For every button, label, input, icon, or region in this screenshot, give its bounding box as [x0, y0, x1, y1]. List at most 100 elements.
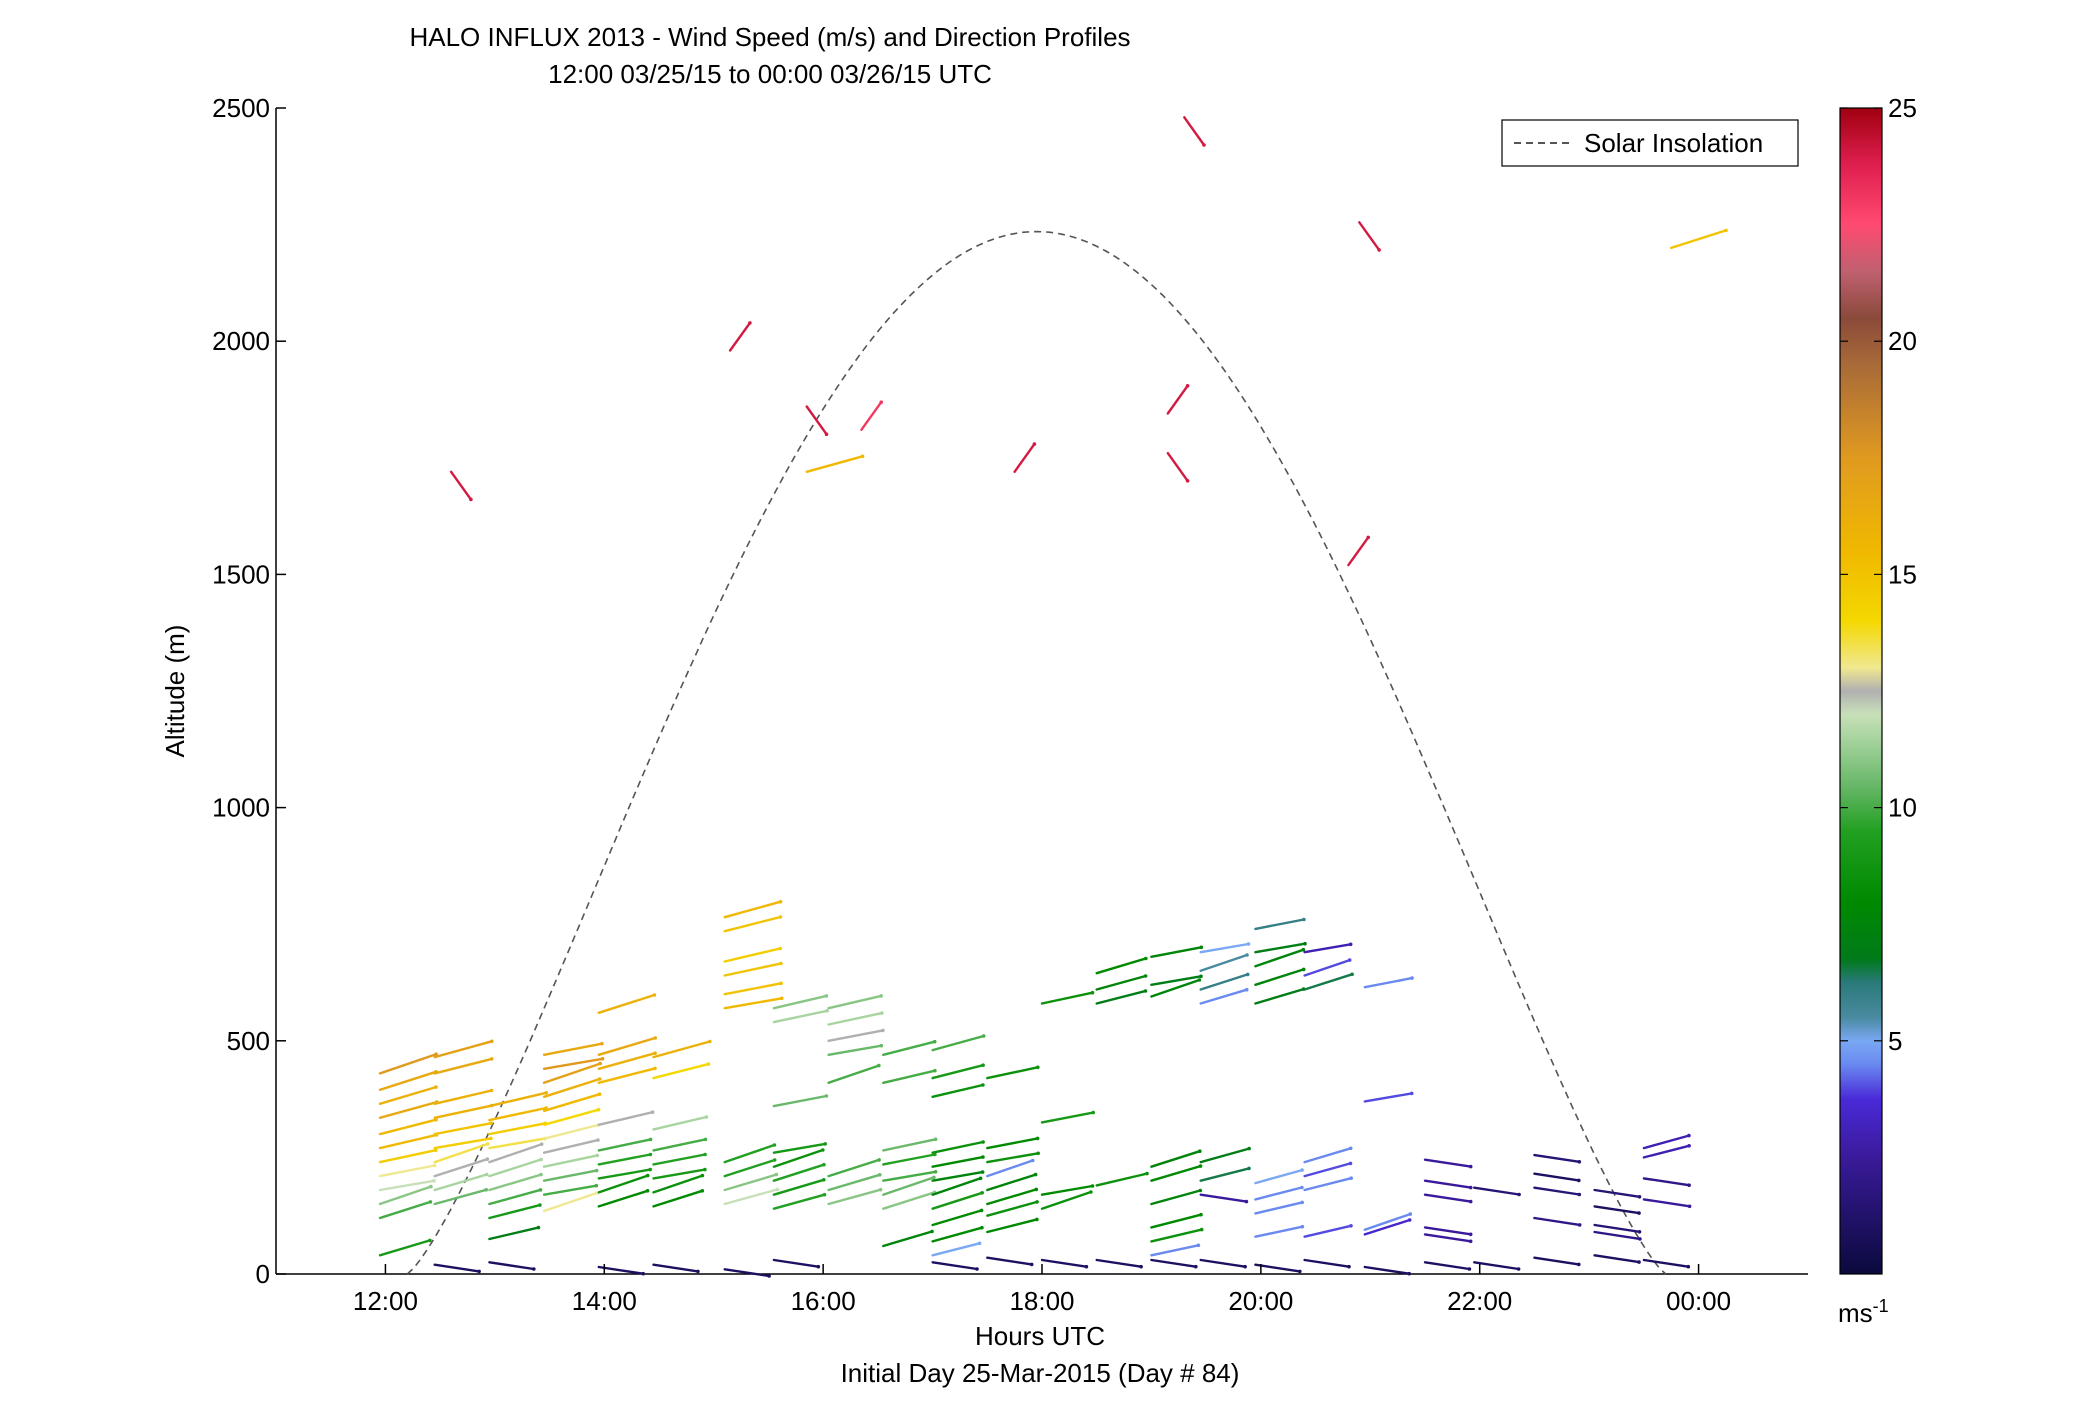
wind-barb	[542, 1061, 602, 1085]
wind-barb	[986, 1256, 1034, 1267]
y-axis-label: Altitude (m)	[160, 625, 190, 758]
wind-barb	[1472, 1261, 1521, 1271]
wind-barb	[1150, 978, 1202, 998]
wind-barb	[723, 981, 783, 996]
wind-barb	[542, 1057, 605, 1071]
wind-barb	[488, 1261, 536, 1271]
colorbar-tick-label: 15	[1888, 559, 1917, 589]
wind-barb	[931, 1034, 986, 1052]
wind-barb	[1254, 941, 1307, 954]
colorbar-tick-label: 25	[1888, 93, 1917, 123]
wind-barb	[772, 1178, 826, 1196]
wind-barb	[542, 1107, 601, 1127]
wind-barb	[1095, 1258, 1143, 1269]
wind-barb	[1303, 1176, 1353, 1192]
y-tick-label: 2000	[212, 326, 270, 356]
wind-barb	[931, 1208, 984, 1227]
wind-barb	[378, 1200, 433, 1220]
chart-subtitle: 12:00 03/25/15 to 00:00 03/26/15 UTC	[548, 59, 992, 89]
wind-barb	[805, 454, 865, 473]
wind-barb	[1150, 1164, 1203, 1182]
wind-barb	[1593, 1223, 1642, 1234]
x-tick-label: 16:00	[791, 1286, 856, 1316]
wind-barb	[1166, 451, 1190, 483]
wind-barb	[652, 1039, 712, 1059]
x-tick-label: 20:00	[1228, 1286, 1293, 1316]
wind-barb	[1303, 958, 1352, 977]
wind-barb	[1254, 967, 1306, 986]
wind-barb	[1642, 1177, 1691, 1187]
wind-barb	[1040, 1110, 1095, 1124]
x-axis-sublabel: Initial Day 25-Mar-2015 (Day # 84)	[841, 1358, 1240, 1388]
wind-barb	[931, 1225, 984, 1243]
wind-barb	[1593, 1254, 1641, 1264]
wind-barb	[597, 1167, 652, 1180]
wind-barb	[488, 1188, 543, 1206]
wind-barb	[827, 1028, 885, 1043]
wind-barb	[772, 1148, 825, 1168]
wind-barb	[1472, 1186, 1521, 1197]
wind-barb	[1303, 942, 1353, 954]
wind-barb	[1347, 535, 1370, 567]
wind-barb	[1423, 1226, 1473, 1237]
wind-barb	[1013, 442, 1037, 473]
solar-insolation-curve	[406, 230, 1667, 1275]
wind-barb	[1642, 1144, 1691, 1159]
wind-barb	[1199, 942, 1251, 954]
colorbar: 5 10 15 20 25 ms-1	[1838, 93, 1917, 1328]
wind-barb	[723, 1268, 771, 1278]
wind-barb	[986, 1187, 1039, 1206]
wind-barb	[378, 1100, 439, 1120]
wind-barb	[488, 1157, 543, 1178]
wind-barb	[433, 1039, 494, 1059]
wind-barb	[1593, 1188, 1642, 1199]
wind-barb	[1533, 1153, 1582, 1164]
colorbar-unit-label: ms-1	[1838, 1296, 1889, 1328]
wind-barb	[1150, 1149, 1202, 1168]
wind-barb	[433, 1121, 493, 1136]
wind-barb	[772, 1258, 821, 1269]
wind-barb	[772, 1142, 827, 1154]
wind-barb	[827, 1173, 882, 1192]
wind-barb	[1254, 1168, 1304, 1185]
wind-barb	[652, 1189, 705, 1208]
wind-barb	[882, 1229, 934, 1248]
wind-barb	[1303, 1258, 1351, 1269]
wind-barb	[488, 1203, 542, 1220]
colorbar-ticks: 5 10 15 20 25	[1840, 93, 1917, 1056]
wind-barb	[1150, 1188, 1203, 1206]
wind-barb	[723, 1158, 777, 1178]
wind-barb	[827, 1063, 881, 1085]
wind-barb	[378, 1117, 438, 1136]
wind-barb	[986, 1136, 1040, 1150]
legend-label: Solar Insolation	[1584, 128, 1763, 158]
wind-barb	[1423, 1233, 1473, 1244]
wind-barb	[1150, 945, 1204, 958]
wind-barb	[931, 1261, 979, 1271]
wind-barb	[1423, 1179, 1473, 1190]
wind-barb	[433, 1188, 489, 1206]
wind-barb	[652, 1137, 708, 1152]
wind-barb	[449, 470, 473, 502]
wind-barb	[433, 1088, 494, 1106]
wind-barb	[882, 1175, 936, 1196]
wind-barb	[1150, 1212, 1203, 1229]
wind-barb	[1358, 221, 1381, 252]
wind-barb	[1150, 1243, 1201, 1257]
wind-barb	[1040, 1184, 1095, 1196]
wind-barb	[931, 1063, 985, 1080]
wind-barb	[488, 1225, 541, 1241]
wind-barb	[882, 1170, 938, 1182]
wind-barb	[772, 1094, 829, 1108]
wind-barb	[723, 961, 783, 977]
wind-barb	[378, 1238, 432, 1257]
wind-barb	[728, 321, 752, 352]
wind-barb	[597, 993, 657, 1014]
wind-barb	[1150, 1258, 1198, 1269]
wind-barb	[488, 1121, 548, 1136]
wind-barb	[597, 1051, 657, 1071]
wind-barb	[542, 1153, 600, 1168]
wind-barb	[723, 1172, 779, 1192]
wind-barb	[1303, 1146, 1353, 1164]
